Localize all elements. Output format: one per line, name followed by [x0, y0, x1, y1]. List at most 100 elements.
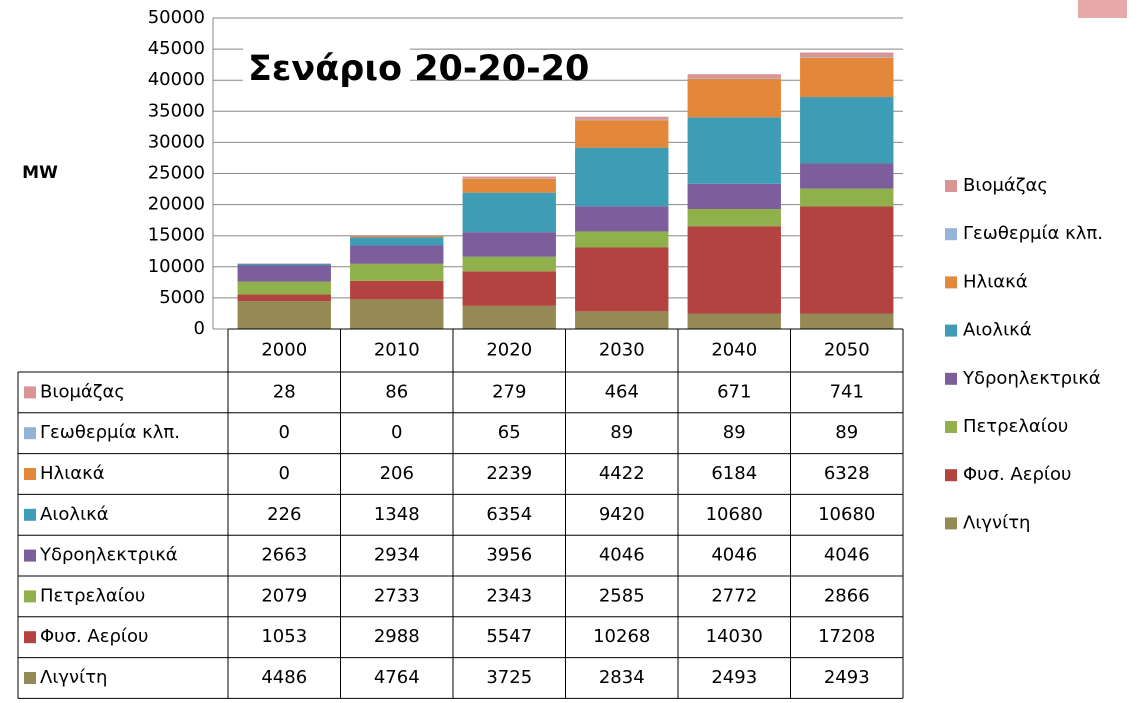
legend-label: Ηλιακά [963, 271, 1028, 292]
data-label: 2934 [374, 545, 420, 566]
legend-key [945, 421, 957, 433]
data-label: 89 [835, 422, 858, 443]
y-tick-label: 30000 [148, 131, 205, 152]
bar-segment [463, 232, 556, 257]
legend-label: Πετρελαίου [963, 416, 1068, 437]
table-legend-key [24, 672, 36, 684]
data-label: 3956 [486, 545, 532, 566]
bar-segment [800, 313, 893, 329]
data-label: 10680 [706, 504, 763, 525]
data-label: 4422 [599, 463, 645, 484]
table-row-label: Υδροηλεκτρικά [39, 545, 178, 566]
bar-segment [238, 301, 331, 329]
legend-key [945, 180, 957, 192]
x-tick-label: 2030 [599, 340, 645, 361]
bar-segment [463, 257, 556, 272]
x-tick-label: 2000 [261, 340, 307, 361]
table-row-label: Πετρελαίου [40, 585, 145, 606]
bar-segment [688, 79, 781, 117]
data-label: 2988 [374, 626, 420, 647]
bar-segment [350, 237, 443, 245]
y-tick-label: 25000 [148, 163, 205, 184]
data-label: 4764 [374, 667, 420, 688]
bar-segment [575, 120, 668, 121]
table-row-label: Βιομάζας [40, 381, 125, 402]
bar-segment [350, 299, 443, 329]
data-label: 5547 [486, 626, 532, 647]
y-tick-label: 5000 [159, 287, 205, 308]
table-legend-key [24, 468, 36, 480]
legend-label: Λιγνίτη [963, 512, 1030, 533]
y-tick-label: 20000 [148, 194, 205, 215]
x-tick-label: 2010 [374, 340, 420, 361]
bar-segment [575, 231, 668, 247]
bar-segment [463, 179, 556, 193]
bar-segment [688, 226, 781, 313]
bar-segment [575, 120, 668, 148]
x-tick-label: 2020 [486, 340, 532, 361]
table-row-label: Αιολικά [40, 504, 109, 525]
y-axis-label: MW [22, 163, 58, 183]
data-label: 6354 [486, 504, 532, 525]
data-label: 2834 [599, 667, 645, 688]
bar-segment [575, 206, 668, 231]
legend-label: Υδροηλεκτρικά [962, 368, 1101, 389]
bar-segment [688, 184, 781, 209]
bar-segment [688, 209, 781, 226]
data-label: 2585 [599, 585, 645, 606]
bar-segment [463, 177, 556, 179]
y-tick-label: 0 [194, 318, 205, 339]
legend-key [945, 228, 957, 240]
data-label: 10680 [818, 504, 875, 525]
bar-segment [688, 78, 781, 79]
data-label: 2663 [261, 545, 307, 566]
data-label: 2239 [486, 463, 532, 484]
bar-segment [800, 206, 893, 313]
data-label: 464 [605, 381, 639, 402]
data-label: 14030 [706, 626, 763, 647]
bar-segment [800, 57, 893, 58]
table-row-label: Ηλιακά [40, 463, 105, 484]
bar-segment [575, 117, 668, 120]
bar-segment [350, 236, 443, 237]
data-label: 9420 [599, 504, 645, 525]
bar-segment [350, 246, 443, 264]
legend-label: Φυσ. Αερίου [963, 464, 1071, 485]
table-legend-key [24, 509, 36, 521]
table-row-label: Φυσ. Αερίου [40, 626, 148, 647]
data-label: 17208 [818, 626, 875, 647]
data-label: 89 [610, 422, 633, 443]
bar-segment [575, 311, 668, 329]
bar-segment [575, 248, 668, 312]
bar-segment [350, 235, 443, 236]
table-legend-key [24, 427, 36, 439]
bar-segment [350, 264, 443, 281]
decoration [1078, 0, 1127, 18]
bar-segment [463, 193, 556, 233]
table-legend-key [24, 590, 36, 602]
data-label: 206 [380, 463, 414, 484]
data-label: 4046 [711, 545, 757, 566]
chart-title: Σενάριο 20-20-20 [248, 49, 589, 89]
bar-segment [575, 148, 668, 207]
bar-segment [800, 97, 893, 163]
bar-segment [800, 163, 893, 188]
data-label: 65 [498, 422, 521, 443]
legend-key [945, 373, 957, 385]
data-label: 2493 [711, 667, 757, 688]
bar-segment [350, 281, 443, 300]
data-label: 279 [492, 381, 526, 402]
bar-segment [800, 58, 893, 97]
x-tick-label: 2050 [824, 340, 870, 361]
y-tick-label: 35000 [148, 100, 205, 121]
bar-segment [688, 117, 781, 183]
data-label: 0 [279, 463, 290, 484]
data-label: 86 [385, 381, 408, 402]
table-row-label: Γεωθερμία κλπ. [40, 422, 180, 443]
x-tick-label: 2040 [711, 340, 757, 361]
data-label: 10268 [593, 626, 650, 647]
bar-segment [688, 74, 781, 78]
data-label: 1053 [261, 626, 307, 647]
data-label: 2733 [374, 585, 420, 606]
